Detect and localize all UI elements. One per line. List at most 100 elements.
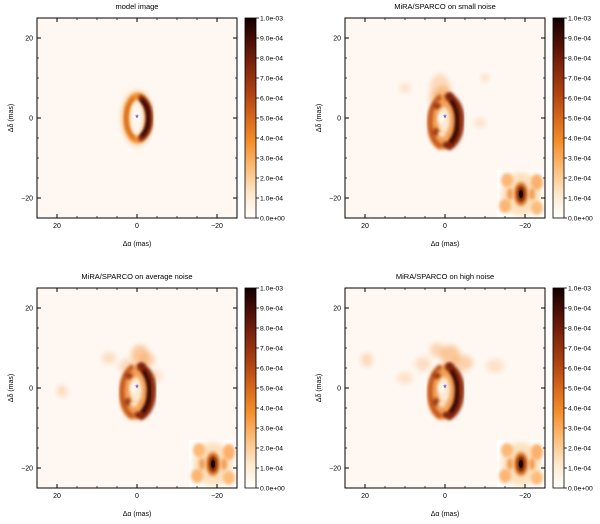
- x-tick-label: −20: [519, 493, 531, 500]
- colorbar-tick-label: 1.0e-03: [568, 286, 591, 293]
- colorbar-tick-label: 3.0e-04: [568, 156, 591, 163]
- x-axis-label: Δα (mas): [431, 511, 460, 518]
- extended-emission: [474, 118, 486, 128]
- colorbar-tick-label: 3.0e-04: [260, 156, 283, 163]
- x-tick-label: −20: [211, 223, 223, 230]
- psf-inset: [497, 170, 545, 218]
- extended-emission: [430, 343, 444, 357]
- psf-inset: [189, 440, 237, 488]
- x-tick-label: 20: [53, 493, 61, 500]
- colorbar-tick-label: 3.0e-04: [260, 426, 283, 433]
- extended-emission: [415, 357, 431, 371]
- y-tick-label: −20: [329, 196, 341, 203]
- colorbar-tick-label: 1.0e-04: [568, 196, 591, 203]
- x-tick-label: 20: [53, 223, 61, 230]
- panel-title: MiRA/SPARCO on average noise: [81, 272, 192, 281]
- y-tick-label: −20: [329, 466, 341, 473]
- y-tick-label: −20: [21, 196, 33, 203]
- colorbar-tick-label: 4.0e-04: [568, 406, 591, 413]
- extended-emission: [102, 352, 116, 364]
- panel-high: MiRA/SPARCO on high noise * 20 0 −20 20 0 −20 Δα…: [316, 272, 593, 518]
- heatmap-image: *: [345, 18, 545, 218]
- x-axis-label: Δα (mas): [431, 241, 460, 248]
- colorbar: [552, 17, 565, 219]
- x-axis-label: Δα (mas): [123, 511, 152, 518]
- extended-emission: [486, 359, 504, 373]
- colorbar-tick-label: 6.0e-04: [260, 366, 283, 373]
- colorbar-tick-label: 2.0e-04: [260, 446, 283, 453]
- colorbar-tick-label: 9.0e-04: [260, 36, 283, 43]
- colorbar-tick-label: 7.0e-04: [260, 76, 283, 83]
- colorbar: [244, 17, 257, 219]
- x-tick-label: 20: [361, 223, 369, 230]
- colorbar-tick-label: 5.0e-04: [568, 116, 591, 123]
- colorbar-tick-label: 8.0e-04: [260, 326, 283, 333]
- y-tick-label: 0: [337, 116, 341, 123]
- colorbar-tick-label: 9.0e-04: [568, 36, 591, 43]
- panel-title: MiRA/SPARCO on small noise: [394, 2, 496, 11]
- colorbar-tick-label: 8.0e-04: [260, 56, 283, 63]
- panel-small: MiRA/SPARCO on small noise * 20 0 −20 20 0 −20 Δ…: [316, 2, 593, 248]
- colorbar: [244, 287, 257, 489]
- heatmap-image: *: [37, 288, 237, 488]
- x-tick-label: −20: [211, 493, 223, 500]
- star-marker: *: [135, 113, 139, 123]
- colorbar-tick-label: 6.0e-04: [568, 366, 591, 373]
- y-tick-label: 20: [25, 36, 33, 43]
- colorbar-tick-label: 4.0e-04: [260, 406, 283, 413]
- x-tick-label: −20: [519, 223, 531, 230]
- colorbar-tick-label: 5.0e-04: [260, 386, 283, 393]
- y-axis-label: Δδ (mas): [316, 374, 323, 402]
- y-axis-label: Δδ (mas): [8, 104, 15, 132]
- colorbar-tick-label: 1.0e-03: [260, 286, 283, 293]
- colorbar-tick-label: 1.0e-04: [568, 466, 591, 473]
- colorbar-tick-label: 7.0e-04: [568, 76, 591, 83]
- colorbar-tick-label: 8.0e-04: [568, 326, 591, 333]
- colorbar-tick-label: 5.0e-04: [568, 386, 591, 393]
- colorbar-tick-label: 0.0e+00: [260, 486, 285, 493]
- colorbar-tick-label: 1.0e-04: [260, 466, 283, 473]
- y-tick-label: 0: [29, 386, 33, 393]
- extended-emission: [453, 355, 473, 371]
- panel-model: model image * 20 0 −20 20 0 −20 Δα (mas) Δδ (mas)…: [8, 2, 285, 248]
- x-tick-label: 0: [135, 493, 139, 500]
- psf-inset: [497, 440, 545, 488]
- star-marker: *: [135, 383, 139, 393]
- colorbar: [552, 287, 565, 489]
- colorbar-tick-label: 2.0e-04: [260, 176, 283, 183]
- colorbar-tick-label: 3.0e-04: [568, 426, 591, 433]
- extended-emission: [399, 83, 411, 93]
- panel-title: MiRA/SPARCO on high noise: [396, 272, 494, 281]
- colorbar-tick-label: 9.0e-04: [260, 306, 283, 313]
- colorbar-tick-label: 0.0e+00: [568, 486, 593, 493]
- panel-title: model image: [116, 2, 159, 11]
- y-tick-label: 20: [25, 306, 33, 313]
- extended-emission: [361, 353, 373, 367]
- y-tick-label: 20: [333, 36, 341, 43]
- extended-emission: [481, 74, 489, 82]
- colorbar-tick-label: 0.0e+00: [568, 216, 593, 223]
- colorbar-tick-label: 2.0e-04: [568, 446, 591, 453]
- x-tick-label: 20: [361, 493, 369, 500]
- y-tick-label: 0: [337, 386, 341, 393]
- heatmap-image: *: [345, 288, 545, 488]
- colorbar-tick-label: 1.0e-03: [568, 16, 591, 23]
- star-marker: *: [443, 113, 447, 123]
- colorbar-tick-label: 6.0e-04: [260, 96, 283, 103]
- heatmap-image: *: [37, 18, 237, 218]
- y-tick-label: 20: [333, 306, 341, 313]
- x-tick-label: 0: [135, 223, 139, 230]
- colorbar-tick-label: 0.0e+00: [260, 216, 285, 223]
- y-tick-label: −20: [21, 466, 33, 473]
- x-tick-label: 0: [443, 493, 447, 500]
- extended-emission: [57, 385, 67, 397]
- colorbar-tick-label: 9.0e-04: [568, 306, 591, 313]
- colorbar-tick-label: 7.0e-04: [568, 346, 591, 353]
- y-axis-label: Δδ (mas): [8, 374, 15, 402]
- colorbar-tick-label: 7.0e-04: [260, 346, 283, 353]
- colorbar-tick-label: 8.0e-04: [568, 56, 591, 63]
- y-axis-label: Δδ (mas): [316, 104, 323, 132]
- colorbar-tick-label: 1.0e-04: [260, 196, 283, 203]
- colorbar-tick-label: 6.0e-04: [568, 96, 591, 103]
